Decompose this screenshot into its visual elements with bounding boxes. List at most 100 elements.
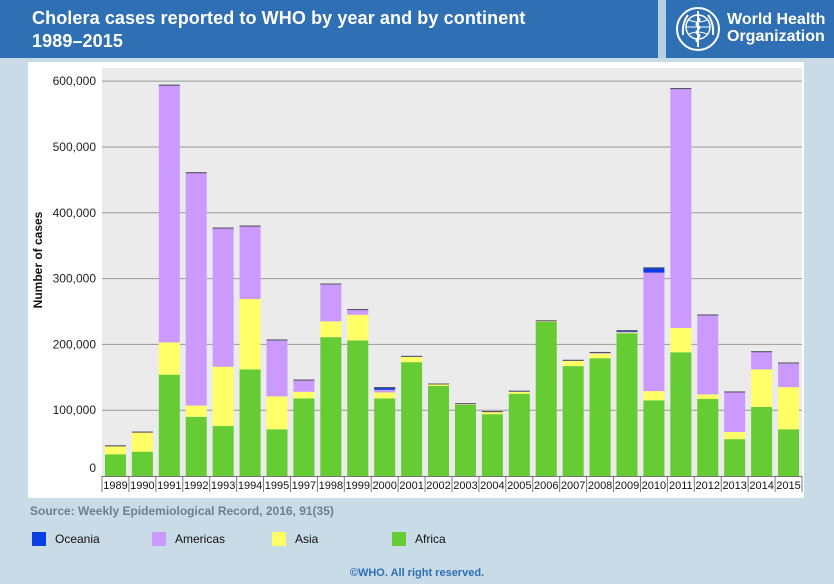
bar-americas-2014 bbox=[751, 351, 773, 370]
bar-africa-1991 bbox=[158, 374, 180, 476]
bar-americas-2012 bbox=[697, 314, 719, 395]
x-tick-label-2005: 2005 bbox=[507, 480, 531, 492]
y-tick-label: 400,000 bbox=[53, 206, 97, 220]
bar-americas-2010 bbox=[643, 272, 665, 392]
bar-africa-2001 bbox=[401, 362, 423, 476]
bar-asia-1993 bbox=[212, 366, 234, 426]
bar-africa-2005 bbox=[508, 393, 530, 476]
chart-subtitle-years: 1989–2015 bbox=[32, 31, 123, 51]
bar-africa-2013 bbox=[724, 439, 746, 476]
y-tick-label: 0 bbox=[89, 461, 96, 475]
bar-africa-2010 bbox=[643, 400, 665, 476]
bar-oceania-2010 bbox=[643, 267, 665, 273]
bar-asia-2015 bbox=[778, 387, 800, 430]
bar-africa-2004 bbox=[481, 414, 503, 476]
legend-swatch-asia bbox=[272, 532, 286, 546]
bar-americas-2013 bbox=[724, 391, 746, 432]
bar-asia-2001 bbox=[401, 356, 423, 363]
bar-americas-1993 bbox=[212, 227, 234, 367]
x-tick-label-2015: 2015 bbox=[776, 480, 800, 492]
x-tick-label-2003: 2003 bbox=[453, 480, 477, 492]
bar-africa-2008 bbox=[589, 358, 611, 476]
bar-americas-2009 bbox=[616, 331, 638, 333]
y-tick-label: 300,000 bbox=[53, 272, 97, 286]
x-tick-label-2001: 2001 bbox=[399, 480, 423, 492]
x-tick-label-2013: 2013 bbox=[722, 480, 746, 492]
y-axis-label: Number of cases bbox=[31, 211, 45, 308]
stacked-bar-chart: 0 100,000 200,000 300,000 400,000 500,000 600,… bbox=[31, 68, 803, 492]
bar-asia-2005 bbox=[508, 391, 530, 394]
bar-asia-2009 bbox=[616, 332, 638, 334]
bar-asia-2002 bbox=[428, 384, 450, 386]
bar-asia-1999 bbox=[347, 314, 369, 341]
bar-americas-2011 bbox=[670, 88, 692, 328]
who-logo: World Health Organization bbox=[666, 0, 834, 58]
x-tick-label-2010: 2010 bbox=[642, 480, 666, 492]
x-tick-label-2002: 2002 bbox=[426, 480, 450, 492]
x-tick-label-2012: 2012 bbox=[696, 480, 720, 492]
bar-africa-1999 bbox=[347, 340, 369, 476]
bar-africa-1990 bbox=[131, 451, 153, 476]
bar-africa-2003 bbox=[454, 404, 476, 476]
y-tick-label: 200,000 bbox=[53, 337, 97, 351]
x-tick-label-1997: 1997 bbox=[292, 480, 316, 492]
x-tick-label-1995: 1995 bbox=[265, 480, 289, 492]
x-tick-label-2004: 2004 bbox=[480, 480, 504, 492]
bar-americas-1997 bbox=[293, 379, 315, 392]
x-tick-label-1999: 1999 bbox=[346, 480, 370, 492]
bar-africa-1993 bbox=[212, 425, 234, 476]
bar-asia-2004 bbox=[481, 412, 503, 415]
legend-label-oceania: Oceania bbox=[55, 532, 100, 546]
legend-swatch-oceania bbox=[32, 532, 46, 546]
bar-africa-1992 bbox=[185, 416, 207, 476]
bar-africa-2012 bbox=[697, 399, 719, 476]
y-tick-label: 600,000 bbox=[53, 74, 97, 88]
bar-asia-1992 bbox=[185, 405, 207, 417]
bar-asia-1997 bbox=[293, 391, 315, 399]
bar-asia-2003 bbox=[454, 404, 476, 405]
org-name-line2: Organization bbox=[727, 28, 825, 45]
bar-africa-1989 bbox=[104, 454, 126, 476]
bar-africa-1995 bbox=[266, 429, 288, 476]
bar-africa-1998 bbox=[320, 337, 342, 476]
y-tick-label: 100,000 bbox=[53, 403, 97, 417]
bar-africa-2015 bbox=[778, 429, 800, 476]
copyright-note: ©WHO. All right reserved. bbox=[349, 567, 485, 579]
bar-americas-1998 bbox=[320, 283, 342, 322]
bar-asia-2013 bbox=[724, 431, 746, 440]
bar-africa-2002 bbox=[428, 385, 450, 476]
x-tick-label-1993: 1993 bbox=[211, 480, 235, 492]
bar-asia-1991 bbox=[158, 342, 180, 375]
legend-label-asia: Asia bbox=[295, 532, 319, 546]
bar-asia-1994 bbox=[239, 298, 261, 370]
x-tick-label-1989: 1989 bbox=[103, 480, 127, 492]
bar-africa-2006 bbox=[535, 322, 557, 476]
bar-africa-2009 bbox=[616, 333, 638, 476]
source-note: Source: Weekly Epidemiological Record, 2… bbox=[30, 504, 334, 518]
bar-asia-2008 bbox=[589, 353, 611, 359]
org-name-line1: World Health bbox=[727, 11, 826, 28]
x-tick-label-2009: 2009 bbox=[615, 480, 639, 492]
bar-asia-2014 bbox=[751, 369, 773, 407]
bar-africa-2000 bbox=[374, 398, 396, 476]
bar-asia-1995 bbox=[266, 396, 288, 430]
bar-asia-2011 bbox=[670, 327, 692, 353]
x-tick-label-2000: 2000 bbox=[372, 480, 396, 492]
x-tick-label-2014: 2014 bbox=[749, 480, 773, 492]
bar-africa-1994 bbox=[239, 369, 261, 476]
header: Cholera cases reported to WHO by year an… bbox=[0, 0, 834, 58]
bar-asia-2000 bbox=[374, 392, 396, 399]
x-tick-label-1992: 1992 bbox=[184, 480, 208, 492]
plot-background bbox=[102, 68, 802, 476]
bar-asia-1998 bbox=[320, 321, 342, 338]
chart-title: Cholera cases reported to WHO by year an… bbox=[32, 8, 526, 28]
x-tick-label-1990: 1990 bbox=[130, 480, 154, 492]
bar-americas-1994 bbox=[239, 225, 261, 299]
bar-americas-2000 bbox=[374, 389, 396, 393]
legend-label-africa: Africa bbox=[415, 532, 446, 546]
title-band: Cholera cases reported to WHO by year an… bbox=[0, 0, 658, 58]
bar-americas-2015 bbox=[778, 362, 800, 388]
legend-label-americas: Americas bbox=[175, 532, 226, 546]
y-tick-label: 500,000 bbox=[53, 140, 97, 154]
legend-swatch-africa bbox=[392, 532, 406, 546]
